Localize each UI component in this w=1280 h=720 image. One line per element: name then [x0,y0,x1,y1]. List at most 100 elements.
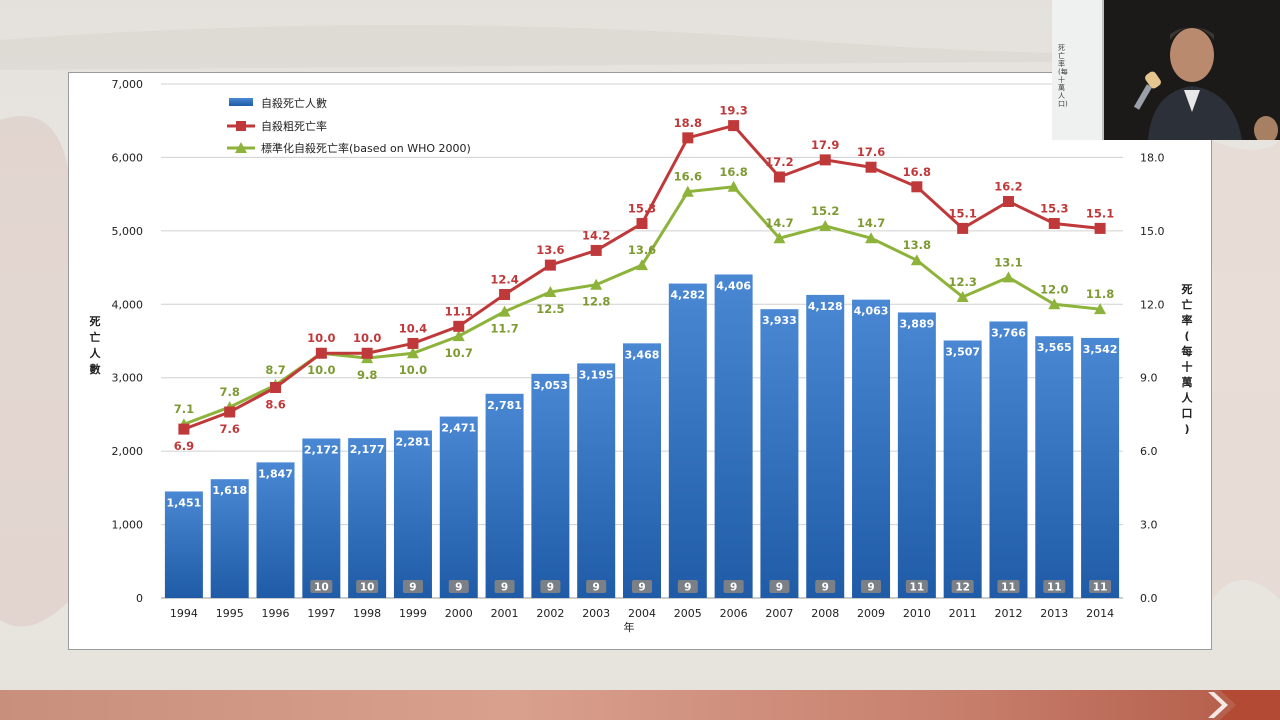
line-value-label: 15.1 [1086,206,1114,220]
line-value-label: 11.7 [490,322,518,336]
speaker-figure [1104,0,1280,140]
y-tick-label: 0 [136,592,143,605]
rank-badge [1089,580,1112,593]
speaker-video-inset: 死亡率(每十萬人口) [1052,0,1280,140]
line-value-label: 17.2 [765,155,793,169]
line-value-label: 7.8 [220,385,240,399]
bar [393,430,432,598]
x-tick-label: 1999 [399,607,427,620]
line-marker [956,290,969,302]
bar [1035,336,1074,598]
rank-badge [540,580,561,593]
bar-value-label: 3,889 [899,317,934,330]
rank-badge-label: 9 [822,582,829,594]
bar-value-label: 1,451 [167,496,202,509]
rank-badge-label: 10 [314,582,329,594]
x-tick-label: 2012 [994,607,1022,620]
line-marker [406,347,419,359]
bar [302,438,341,598]
line-marker [498,305,511,317]
y2-axis-label-char: 亡 [1182,298,1193,312]
line-value-label: 14.7 [857,216,885,230]
line-value-label: 13.6 [628,243,656,257]
rank-badge [632,580,652,593]
line-marker [453,320,465,332]
x-tick-label: 2002 [536,607,564,620]
line-value-label: 7.1 [174,402,194,416]
bar [989,321,1028,598]
line-value-label: 17.6 [857,145,885,159]
bar-value-label: 3,468 [625,348,660,361]
line-value-label: 11.1 [445,304,473,318]
line-value-label: 13.8 [903,238,931,252]
line-value-label: 8.7 [265,363,285,377]
bar-value-label: 2,471 [441,422,476,435]
slide-footer-bar [0,690,1280,720]
line-marker [1094,222,1106,234]
bar [897,312,936,598]
rank-badge [905,580,928,593]
line-value-label: 18.8 [674,116,702,130]
line-marker [590,278,603,290]
y2-axis-label-char: 每 [1182,344,1193,358]
y2-tick-label: 12.0 [1140,298,1165,311]
rank-badge [586,580,607,593]
line-marker [499,288,511,300]
bar-value-label: 4,406 [716,279,751,292]
y-tick-label: 4,000 [112,298,144,311]
x-tick-label: 1998 [353,607,381,620]
line-value-label: 10.4 [399,321,427,335]
line-value-label: 7.6 [220,422,240,436]
y-axis-label-char: 亡 [90,330,101,344]
line-value-label: 14.2 [582,228,610,242]
line-value-label: 12.0 [1040,282,1068,296]
y-axis-label-char: 數 [90,362,101,376]
y2-axis-label-char: 人 [1182,391,1194,405]
line-marker [773,171,785,183]
rank-badge [1043,580,1066,593]
x-tick-label: 1996 [262,607,290,620]
y2-tick-label: 15.0 [1140,225,1165,238]
line-marker [452,330,465,342]
suicide-statistics-chart: 0 1,000 2,000 3,000 4,000 5,000 6,000 7,000 0.0 3… [90,78,1194,634]
legend-swatch-bars [229,98,253,106]
bar [348,438,387,598]
y-tick-label: 6,000 [112,151,144,164]
bar-value-label: 3,565 [1037,341,1072,354]
x-tick-label: 1997 [307,607,335,620]
y2-axis-label-char: 萬 [1182,375,1193,389]
bar-value-label: 2,781 [487,399,522,412]
line-value-label: 16.8 [719,165,747,179]
line-marker [636,218,648,230]
bar-value-label: 1,847 [258,467,293,480]
line-marker [636,259,648,271]
line-marker [590,244,602,256]
y-tick-label: 1,000 [112,519,144,532]
bar [1081,337,1120,598]
bar [714,274,753,598]
bar [806,294,845,598]
line-marker [682,132,694,144]
rank-badge [494,580,515,593]
bar-value-label: 4,128 [808,300,843,313]
x-tick-label: 2007 [765,607,793,620]
y2-axis-label-char: ) [1184,423,1189,436]
y-tick-label: 5,000 [112,225,144,238]
rank-badge-label: 9 [684,582,691,594]
bar [623,343,661,598]
rank-badge [310,580,333,593]
rank-badge-label: 10 [360,582,375,594]
rank-badge-label: 9 [455,582,462,594]
x-tick-label: 2001 [491,607,519,620]
y-tick-label: 3,000 [112,372,144,385]
inset-caption: 死亡率(每十萬人口) [1058,44,1068,108]
x-tick-label: 2005 [674,607,702,620]
bar-value-label: 3,933 [762,314,797,327]
y2-tick-label: 9.0 [1140,372,1158,385]
line-value-label: 11.8 [1086,287,1114,301]
line-value-label: 12.5 [536,302,564,316]
inset-slide-board: 死亡率(每十萬人口) [1052,0,1105,140]
line-marker [1048,298,1061,310]
line-value-label: 17.9 [811,138,839,152]
bar-value-label: 3,195 [579,368,614,381]
